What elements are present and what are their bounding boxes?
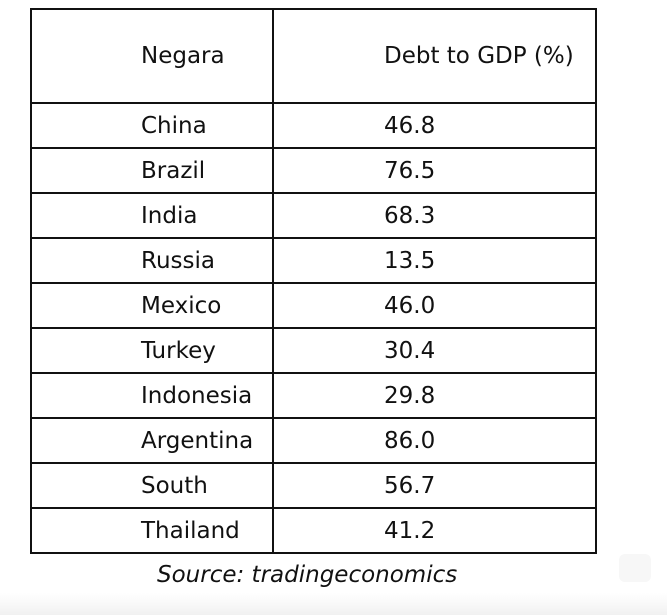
debt-value-cell: 46.8 bbox=[272, 102, 597, 149]
header-country: Negara bbox=[30, 8, 274, 104]
debt-value-cell: 68.3 bbox=[272, 192, 597, 239]
country-cell: Thailand bbox=[30, 507, 274, 554]
table-row: Mexico 46.0 bbox=[30, 282, 597, 329]
debt-value-cell: 13.5 bbox=[272, 237, 597, 284]
debt-value-cell: 46.0 bbox=[272, 282, 597, 329]
table-row: Brazil 76.5 bbox=[30, 147, 597, 194]
country-cell: Turkey bbox=[30, 327, 274, 374]
country-cell: Brazil bbox=[30, 147, 274, 194]
table-row: India 68.3 bbox=[30, 192, 597, 239]
debt-value-cell: 56.7 bbox=[272, 462, 597, 509]
country-cell: Russia bbox=[30, 237, 274, 284]
bottom-shade bbox=[0, 593, 667, 615]
country-cell: Mexico bbox=[30, 282, 274, 329]
debt-table-container: Negara Debt to GDP (%) China 46.8 Brazil 76… bbox=[30, 8, 597, 554]
table-row: Russia 13.5 bbox=[30, 237, 597, 284]
country-cell: Indonesia bbox=[30, 372, 274, 419]
debt-value-cell: 30.4 bbox=[272, 327, 597, 374]
country-cell: Argentina bbox=[30, 417, 274, 464]
source-caption: Source: tradingeconomics bbox=[157, 562, 458, 588]
country-cell: India bbox=[30, 192, 274, 239]
debt-value-cell: 29.8 bbox=[272, 372, 597, 419]
corner-shade bbox=[619, 554, 651, 582]
country-cell: China bbox=[30, 102, 274, 149]
table-row: Turkey 30.4 bbox=[30, 327, 597, 374]
debt-value-cell: 86.0 bbox=[272, 417, 597, 464]
debt-value-cell: 41.2 bbox=[272, 507, 597, 554]
debt-to-gdp-table: Negara Debt to GDP (%) China 46.8 Brazil 76… bbox=[30, 8, 597, 554]
table-row: South 56.7 bbox=[30, 462, 597, 509]
header-debt-to-gdp: Debt to GDP (%) bbox=[272, 8, 597, 104]
table-row: Thailand 41.2 bbox=[30, 507, 597, 554]
table-row: China 46.8 bbox=[30, 102, 597, 149]
table-row: Indonesia 29.8 bbox=[30, 372, 597, 419]
country-cell: South bbox=[30, 462, 274, 509]
table-header-row: Negara Debt to GDP (%) bbox=[30, 8, 597, 104]
debt-value-cell: 76.5 bbox=[272, 147, 597, 194]
table-body: China 46.8 Brazil 76.5 India 68.3 Russia 13.5 Me… bbox=[30, 102, 597, 554]
table-row: Argentina 86.0 bbox=[30, 417, 597, 464]
